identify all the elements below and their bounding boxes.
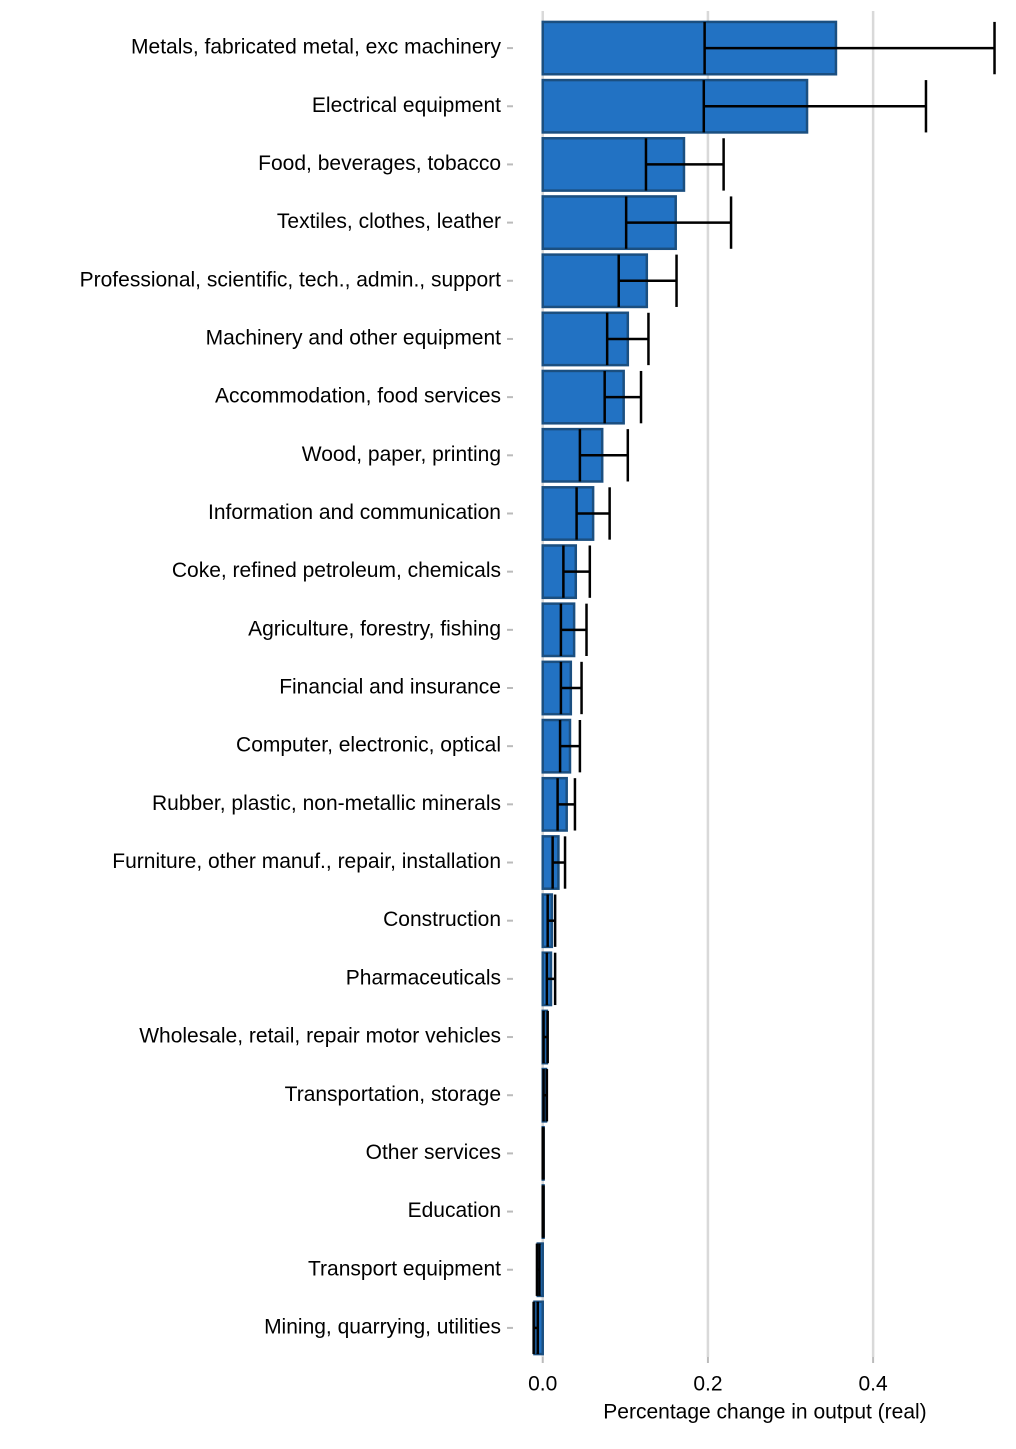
y-tick-label: Financial and insurance bbox=[279, 676, 501, 699]
y-tick-label: Rubber, plastic, non-metallic minerals bbox=[152, 792, 501, 815]
y-tick-label: Pharmaceuticals bbox=[346, 966, 501, 989]
x-tick-label: 0.4 bbox=[859, 1373, 889, 1396]
x-tick-label: 0.2 bbox=[693, 1373, 722, 1396]
y-tick-label: Wholesale, retail, repair motor vehicles bbox=[139, 1025, 501, 1048]
y-tick-label: Wood, paper, printing bbox=[302, 443, 501, 466]
y-tick-label: Transportation, storage bbox=[285, 1083, 501, 1106]
y-tick-label: Professional, scientific, tech., admin.,… bbox=[80, 268, 502, 291]
y-tick-label: Machinery and other equipment bbox=[206, 327, 502, 350]
y-tick-label: Coke, refined petroleum, chemicals bbox=[172, 559, 501, 582]
y-tick-label: Accommodation, food services bbox=[215, 385, 501, 408]
y-tick-label: Food, beverages, tobacco bbox=[258, 152, 501, 175]
x-axis-label: Percentage change in output (real) bbox=[603, 1401, 926, 1424]
y-tick-label: Construction bbox=[383, 908, 501, 931]
x-tick-label: 0.0 bbox=[528, 1373, 557, 1396]
y-tick-label: Metals, fabricated metal, exc machinery bbox=[131, 36, 501, 59]
y-tick-label: Transport equipment bbox=[308, 1257, 501, 1280]
y-tick-label: Electrical equipment bbox=[312, 94, 501, 117]
y-tick-label: Computer, electronic, optical bbox=[236, 734, 501, 757]
y-tick-label: Furniture, other manuf., repair, install… bbox=[112, 850, 501, 873]
y-tick-label: Textiles, clothes, leather bbox=[277, 210, 501, 233]
y-tick-label: Education bbox=[408, 1199, 501, 1222]
y-tick-label: Mining, quarrying, utilities bbox=[264, 1315, 501, 1338]
y-tick-label: Information and communication bbox=[208, 501, 501, 524]
y-tick-label: Other services bbox=[366, 1141, 501, 1164]
y-tick-label: Agriculture, forestry, fishing bbox=[248, 617, 501, 640]
